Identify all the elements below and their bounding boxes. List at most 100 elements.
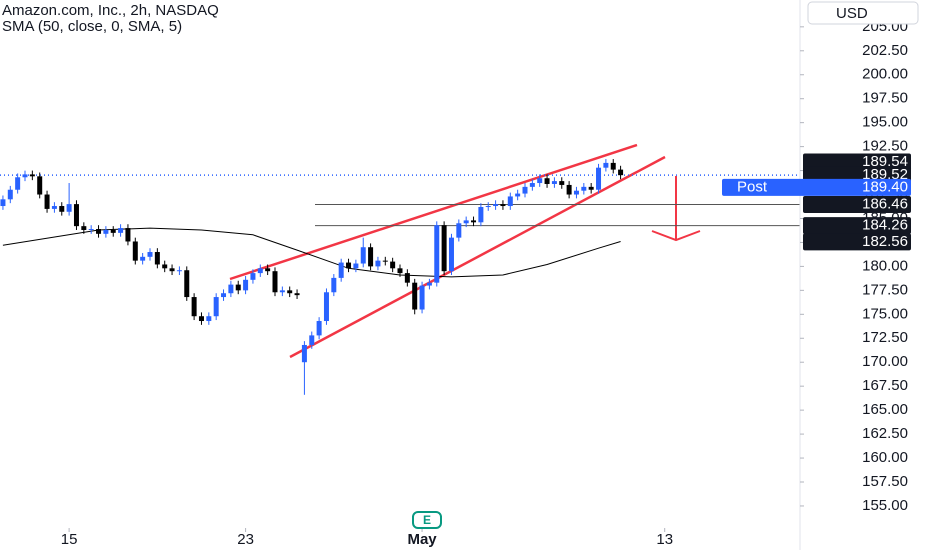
candle-body (456, 223, 462, 238)
candle-body (301, 344, 307, 363)
candle-body (610, 162, 616, 170)
earnings-marker[interactable]: E (412, 511, 442, 529)
candle-body (162, 264, 168, 269)
trend-line-lower (289, 155, 666, 359)
candle-body (73, 204, 79, 227)
candle-body (176, 270, 182, 272)
candle-body (22, 174, 28, 178)
candle-body (147, 252, 153, 257)
candle-body (566, 184, 572, 195)
y-tick-label: 200.00 (862, 66, 908, 83)
candle-body (213, 297, 219, 317)
candle-body (125, 228, 131, 242)
y-tick-label: 165.00 (862, 401, 908, 418)
currency-label[interactable]: USD (836, 5, 868, 22)
y-tick-label: 192.50 (862, 138, 908, 155)
x-tick-label: 23 (237, 531, 254, 548)
price-tag-box (803, 195, 911, 213)
earnings-box[interactable] (412, 511, 442, 529)
candle-body (221, 293, 227, 298)
price-tag: 186.46 (862, 195, 908, 212)
candle-body (375, 260, 381, 267)
candle-body (368, 247, 374, 267)
trend-line-upper (229, 143, 638, 281)
y-tick-label: 202.50 (862, 42, 908, 59)
candle-body (110, 229, 116, 233)
candle-body (404, 273, 410, 283)
candle-body (338, 262, 344, 278)
candle-body (191, 297, 197, 317)
candle-body (294, 293, 300, 296)
candle-body (382, 260, 388, 262)
candle-body (434, 225, 440, 283)
candle-body (29, 174, 35, 177)
candle-body (279, 290, 285, 293)
candle-body (360, 247, 366, 264)
y-tick-label: 175.00 (862, 305, 908, 322)
earnings-label[interactable]: E (423, 513, 431, 527)
candle-body (287, 290, 293, 294)
candle-body (44, 194, 50, 209)
candle-body (573, 190, 579, 195)
candle-body (581, 186, 587, 191)
y-tick-label: 195.00 (862, 114, 908, 131)
candle-body (426, 282, 432, 286)
currency-button-box[interactable] (807, 1, 919, 25)
candle-body (596, 167, 602, 190)
post-price: 189.40 (862, 178, 908, 195)
candle-body (603, 162, 609, 168)
candle-body (243, 279, 249, 291)
target-arrow (651, 176, 701, 242)
price-tag-box (803, 153, 911, 171)
candle-body (463, 220, 469, 224)
chart-title: Amazon.com, Inc., 2h, NASDAQ (2, 2, 219, 19)
candle-body (96, 229, 102, 234)
candle-body (81, 226, 87, 230)
candle-body (198, 316, 204, 322)
candle-body (228, 284, 234, 294)
candle-body (441, 225, 447, 272)
candle-body (522, 186, 528, 194)
candle-body (537, 178, 543, 184)
y-tick-label: 162.50 (862, 425, 908, 442)
candle-body (272, 271, 278, 293)
candle-body (250, 273, 256, 280)
candle-body (618, 169, 624, 176)
candle-body (448, 237, 454, 272)
candle-body (478, 206, 484, 223)
price-tag-box (803, 217, 911, 235)
indicator-label: SMA (50, close, 0, SMA, 5) (2, 18, 182, 35)
candle-body (323, 292, 329, 322)
currency-button[interactable]: USD (807, 1, 919, 25)
candle-body (390, 261, 396, 269)
candle-body (493, 204, 499, 207)
price-tag: 189.54 (862, 153, 908, 170)
y-tick-label: 180.00 (862, 257, 908, 274)
candle-body (59, 206, 65, 212)
y-tick-label: 197.50 (862, 90, 908, 107)
candle-body (51, 206, 57, 209)
candle-body (140, 256, 146, 261)
candle-body (37, 176, 43, 195)
x-tick-label: 15 (61, 531, 78, 548)
candle-body (154, 252, 160, 265)
candle-body (169, 268, 175, 272)
candle-body (551, 181, 557, 184)
candle-body (15, 177, 21, 190)
y-tick-label: 155.00 (862, 497, 908, 514)
y-tick-label: 157.50 (862, 473, 908, 490)
candle-body (397, 268, 403, 274)
price-axis: 155.00 157.50 160.00 162.50 165.00 167.50 170.… (61, 0, 911, 550)
candle-body (235, 284, 241, 291)
candle-body (507, 196, 513, 207)
candle-body (331, 277, 337, 293)
y-tick-label: 177.50 (862, 281, 908, 298)
candle-body (206, 316, 212, 322)
candle-body (184, 270, 190, 298)
post-label: Post (737, 178, 768, 195)
candle-body (0, 199, 6, 207)
price-tag: 182.56 (862, 233, 908, 250)
